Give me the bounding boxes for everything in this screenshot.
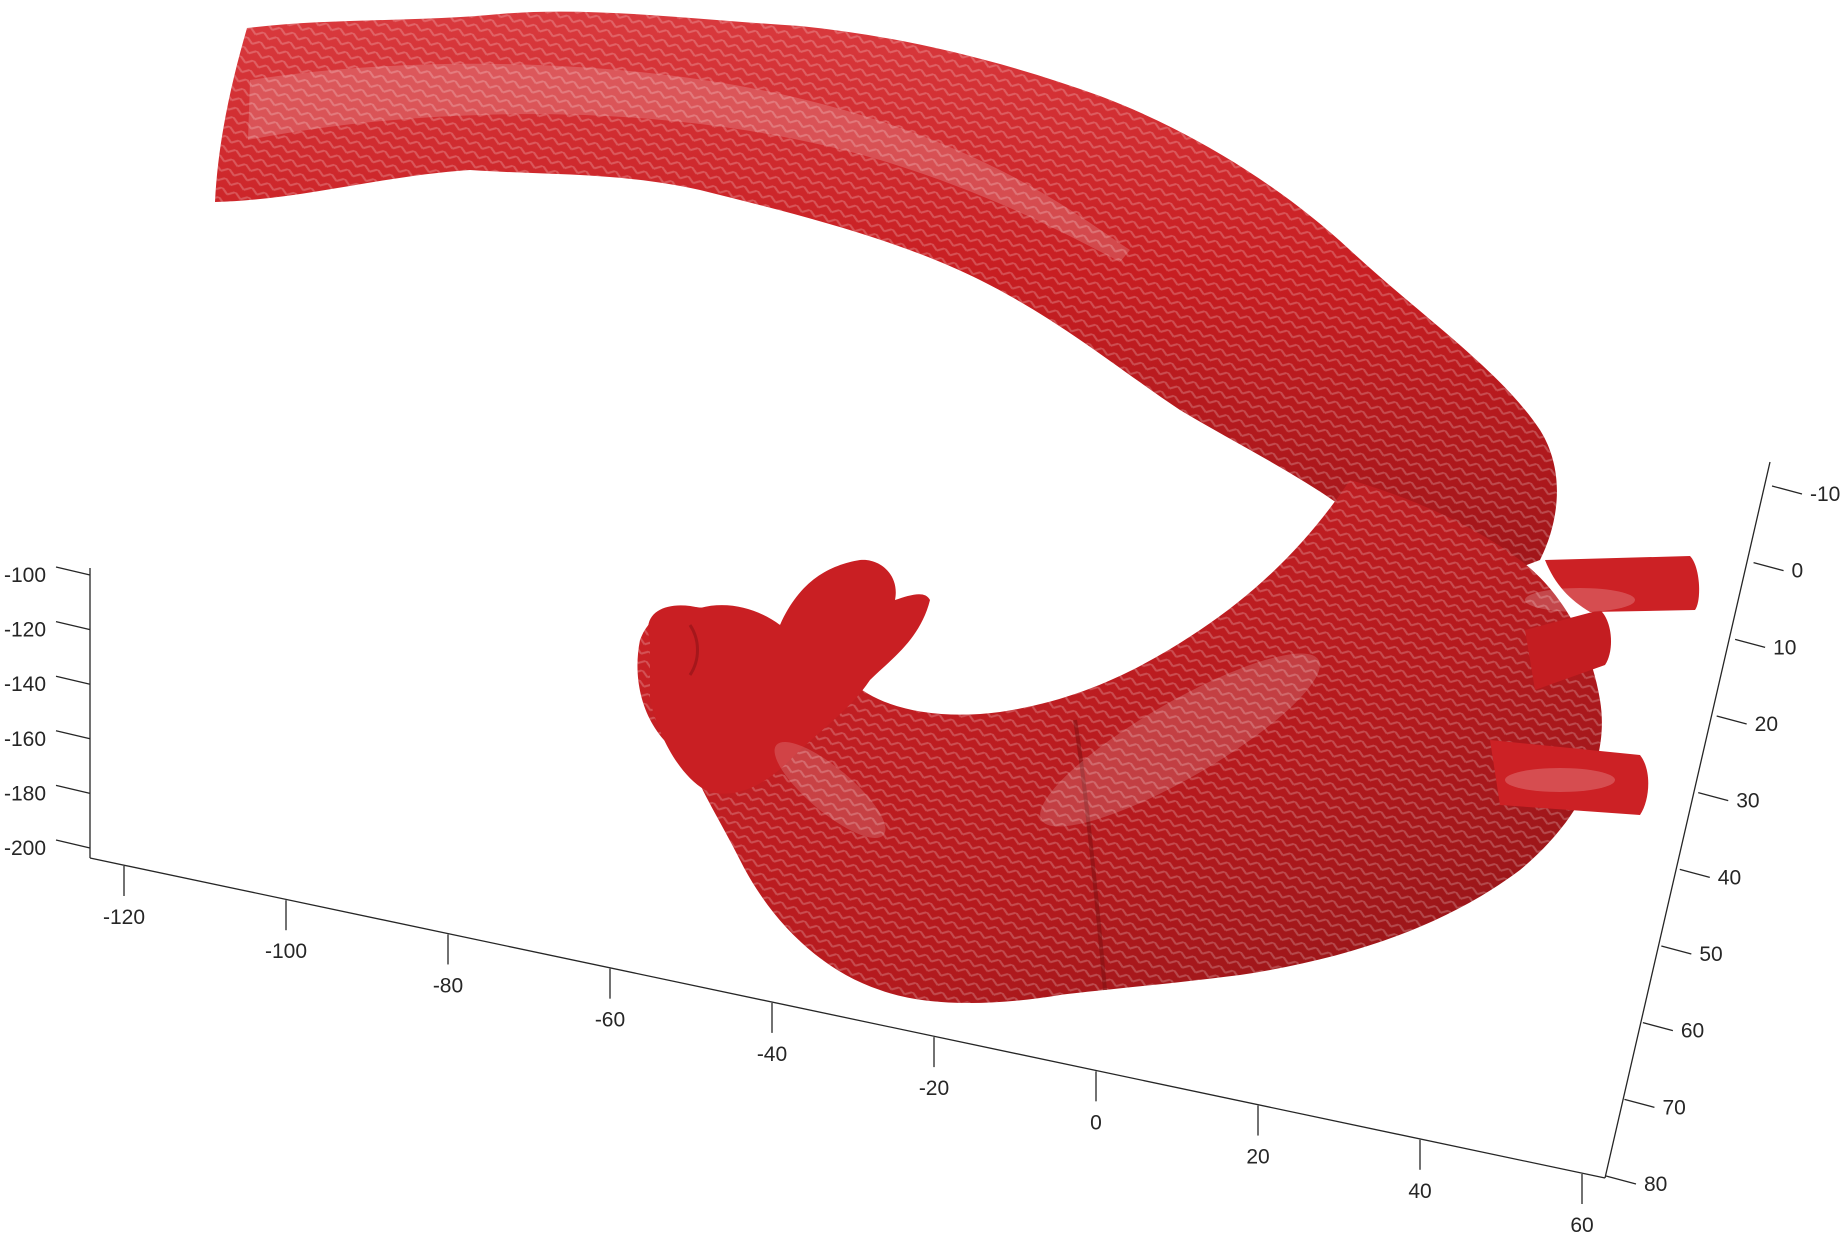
x-axis: -120 -100 -80 -60 -40 -20 0 20 40 60: [89, 857, 1606, 1237]
x-tick-label: -100: [265, 940, 307, 963]
z-tick-label: -140: [4, 673, 46, 696]
y-axis: -10 0 10 20 30 40 50 60 70 80: [1604, 461, 1840, 1196]
aortic-root: [648, 559, 930, 794]
x-tick-label: -40: [757, 1043, 787, 1066]
y-tick-label: 20: [1755, 713, 1778, 736]
y-tick-mark: [1716, 715, 1747, 725]
y-tick-mark: [1661, 945, 1692, 955]
y-tick-label: 30: [1736, 790, 1759, 813]
y-tick-label: 0: [1792, 560, 1804, 583]
x-tick-label: -20: [919, 1077, 949, 1100]
suture-ring: [1073, 719, 1107, 991]
y-tick-label: 10: [1773, 636, 1796, 659]
y-tick-label: 60: [1681, 1020, 1704, 1043]
x-tick-label: 40: [1408, 1180, 1431, 1203]
y-tick-mark: [1605, 1175, 1637, 1185]
z-tick-mark: [55, 839, 91, 849]
y-tick-label: 80: [1644, 1173, 1667, 1196]
y-tick-mark: [1679, 868, 1710, 878]
y-tick-label: 40: [1718, 866, 1741, 889]
z-tick-mark: [55, 784, 91, 795]
z-tick-mark: [55, 675, 91, 685]
y-tick-label: -10: [1810, 483, 1840, 506]
z-tick-label: -100: [4, 564, 46, 587]
y-tick-mark: [1771, 485, 1803, 495]
z-tick-mark: [55, 730, 91, 740]
x-tick-label: -60: [595, 1009, 625, 1032]
z-tick-label: -180: [4, 782, 46, 805]
y-tick-mark: [1753, 562, 1784, 572]
y-tick-label: 50: [1699, 943, 1722, 966]
z-axis: -100 -120 -140 -160 -180 -200: [4, 564, 91, 860]
z-tick-label: -200: [4, 837, 46, 860]
z-tick-label: -120: [4, 619, 46, 642]
x-tick-label: 20: [1246, 1146, 1269, 1169]
y-tick-mark: [1734, 638, 1766, 648]
y-tick-label: 70: [1662, 1096, 1685, 1119]
aorta-surface: [215, 11, 1700, 1004]
z-tick-label: -160: [4, 728, 46, 751]
x-tick-label: 0: [1090, 1111, 1102, 1134]
x-tick-label: -80: [433, 974, 463, 997]
z-tick-mark: [55, 566, 91, 576]
y-tick-mark: [1624, 1098, 1655, 1108]
z-tick-mark: [55, 620, 91, 631]
x-tick-label: -120: [103, 906, 145, 929]
branch-bottom: [1490, 740, 1649, 815]
branch-top: [1545, 556, 1700, 612]
x-tick-label: 60: [1570, 1214, 1593, 1237]
y-tick-mark: [1698, 792, 1729, 802]
branch-middle: [1525, 610, 1612, 690]
y-tick-mark: [1642, 1022, 1674, 1032]
